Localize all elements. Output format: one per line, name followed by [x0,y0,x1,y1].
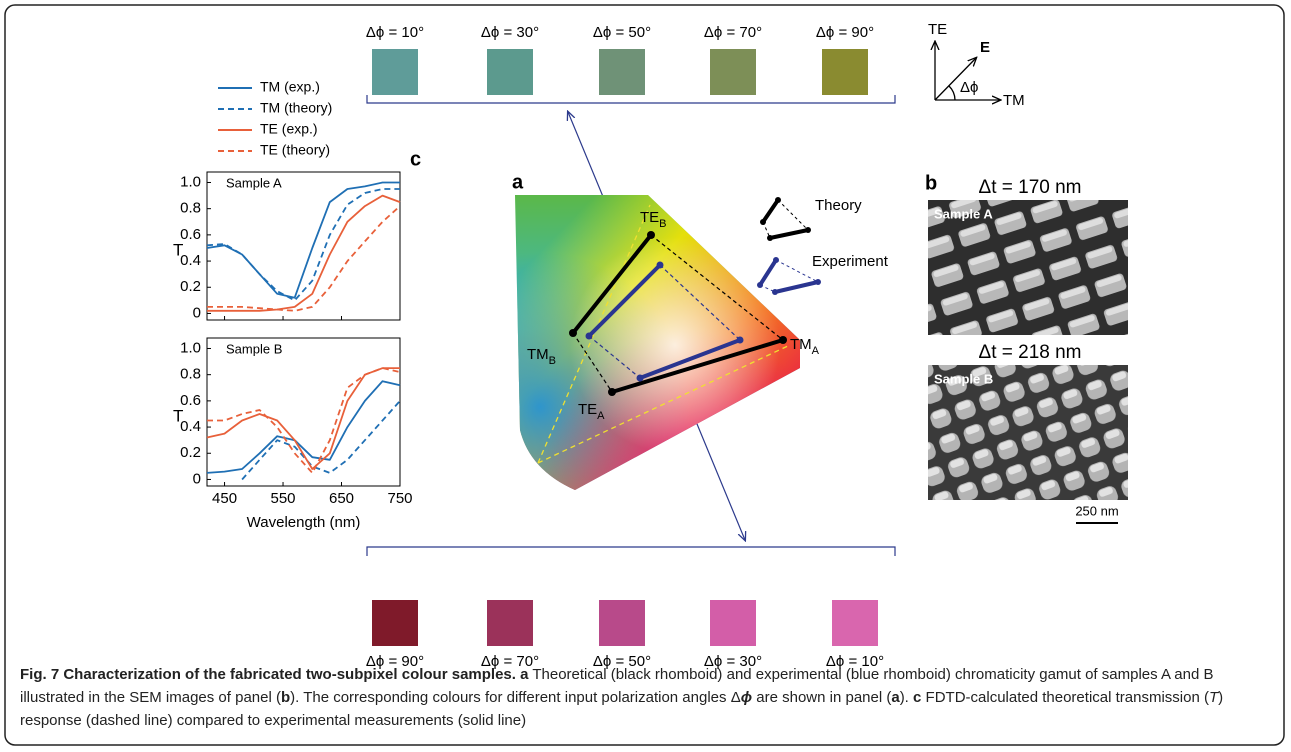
thickness-label: Δt = 218 nm [979,342,1082,363]
caption-text: a [891,689,899,706]
vertex-label-sub: B [659,218,666,230]
theory-key [760,197,811,241]
figure: TE E Δϕ TM a Theory Experiment b Δt = 17… [0,0,1291,752]
top-bracket [367,95,895,103]
legend-label: TM (exp.) [260,79,320,95]
caption-text: ). [900,689,913,706]
swatch-label: Δϕ = 70° [704,24,762,41]
y-tick-label: 0 [193,304,201,321]
color-swatch [599,600,645,646]
series-line [242,401,400,480]
caption-text: ). The corresponding colours for differe… [290,689,731,706]
x-tick-label: 450 [212,490,237,507]
y-axis-label: T [173,240,183,259]
bottom-bracket [367,547,895,556]
experiment-label: Experiment [812,253,889,270]
color-swatch [487,49,533,95]
series-line [207,206,400,311]
x-tick-label: 750 [387,490,412,507]
angle-label: Δϕ [960,79,978,96]
color-swatch [487,600,533,646]
series-line [207,183,400,298]
color-swatch [710,49,756,95]
te-axis-label: TE [928,21,947,38]
figure-canvas: TE E Δϕ TM a Theory Experiment b Δt = 17… [0,0,1291,752]
color-swatch [372,49,418,95]
e-vector-label: E [980,39,990,56]
y-tick-label: 0 [193,470,201,487]
x-tick-label: 650 [329,490,354,507]
tm-axis-label: TM [1003,92,1025,109]
vertex-label-sub: A [597,410,605,422]
x-tick-label: 550 [271,490,296,507]
series-line [207,189,400,300]
color-swatch [710,600,756,646]
vertex-label-sub: A [812,345,820,357]
vertex-label-main: TE [640,209,659,226]
vertex-label-main: TE [578,401,597,418]
y-axis-label: T [173,406,183,425]
series-line [207,381,400,473]
color-swatch [372,600,418,646]
caption: Fig. 7 Characterization of the fabricate… [20,663,1275,732]
scale-label: 250 nm [1075,503,1118,518]
panel-letter: a [512,171,524,193]
legend-label: TE (exp.) [260,121,318,137]
y-tick-label: 1.0 [180,173,201,190]
caption-text: b [281,689,290,706]
panel-title: Sample A [226,175,282,190]
series-line [207,196,400,311]
panel-letter: b [925,172,937,194]
caption-title: Fig. 7 Characterization of the fabricate… [20,666,516,683]
x-axis-label: Wavelength (nm) [247,514,361,531]
vertex-label-main: TM [790,336,812,353]
caption-text: Δ [731,689,741,706]
caption-text: T [1209,689,1218,706]
swatch-label: Δϕ = 90° [816,24,874,41]
panel-title: Sample B [226,341,282,356]
color-swatch [599,49,645,95]
series-line [207,368,400,469]
legend-label: TM (theory) [260,100,332,116]
sample-label: Sample B [934,371,993,386]
theory-label: Theory [815,197,862,214]
legend-label: TE (theory) [260,142,330,158]
caption-text: FDTD-calculated theoretical transmission… [921,689,1209,706]
color-swatch [822,49,868,95]
panel-letter: c [410,148,421,170]
color-swatch [832,600,878,646]
vertex-label-sub: B [549,355,556,367]
sample-label: Sample A [934,206,993,221]
plot-frame [207,172,400,320]
thickness-label: Δt = 170 nm [979,177,1082,198]
y-tick-label: 0.8 [180,200,201,217]
swatch-label: Δϕ = 30° [481,24,539,41]
y-tick-label: 1.0 [180,339,201,356]
swatch-label: Δϕ = 50° [593,24,651,41]
caption-text: are shown in panel ( [752,689,891,706]
swatch-label: Δϕ = 10° [366,24,424,41]
y-tick-label: 0.2 [180,278,201,295]
y-tick-label: 0.2 [180,444,201,461]
vertex-label-main: TM [527,346,549,363]
caption-text: ϕ [741,689,752,706]
y-tick-label: 0.8 [180,366,201,383]
